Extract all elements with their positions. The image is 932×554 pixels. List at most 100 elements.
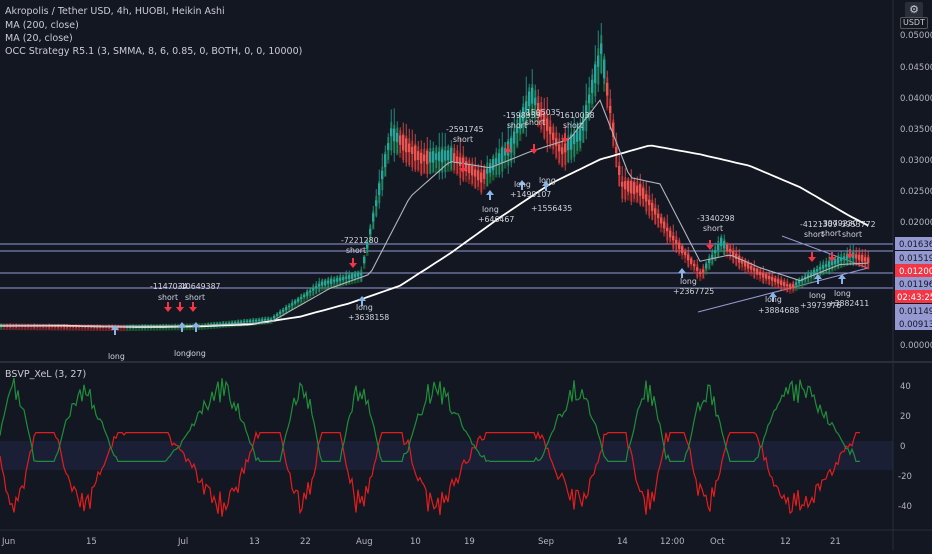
countdown-tag-bg (895, 290, 932, 303)
trade-label: +646467 (478, 215, 514, 224)
heikin-ashi-candle (495, 158, 498, 165)
price-tag-text: 0.01196 (899, 280, 932, 290)
heikin-ashi-candle (369, 228, 372, 235)
legend-ma20[interactable]: MA (20, close) (5, 33, 73, 44)
heikin-ashi-candle (660, 217, 663, 224)
trade-label: long (680, 277, 697, 286)
trade-markers (111, 133, 854, 335)
heikin-ashi-candle (771, 276, 774, 281)
heikin-ashi-candle (531, 87, 534, 104)
short-entry-arrow (504, 144, 512, 154)
heikin-ashi-candle (381, 170, 384, 180)
trade-label: long (356, 303, 373, 312)
heikin-ashi-candle (591, 79, 594, 93)
heikin-ashi-candle (813, 269, 816, 275)
gear-icon[interactable]: ⚙ (905, 2, 923, 18)
heikin-ashi-candle (798, 280, 801, 284)
heikin-ashi-candle (624, 181, 627, 190)
price-tick: 0.03500 (900, 125, 932, 135)
heikin-ashi-candle (402, 135, 405, 151)
heikin-ashi-candle (414, 145, 417, 161)
legend-occ-strategy[interactable]: OCC Strategy R5.1 (3, SMMA, 8, 6, 0.85, … (5, 46, 303, 57)
short-entry-arrow (828, 252, 836, 262)
long-entry-arrow (518, 180, 526, 190)
heikin-ashi-candle (678, 242, 681, 249)
heikin-ashi-candle (261, 319, 264, 321)
trade-label: short (563, 121, 583, 130)
trade-label: long (834, 289, 851, 298)
trade-label: long (482, 205, 499, 214)
time-tick: Jul (177, 537, 188, 547)
heikin-ashi-candle (510, 138, 513, 153)
quote-currency-label[interactable]: USDT (900, 17, 928, 29)
heikin-ashi-candle (765, 273, 768, 279)
trade-label: +2367725 (673, 287, 714, 296)
trade-label: -7221280 (341, 236, 379, 245)
legend-ma200[interactable]: MA (200, close) (5, 20, 79, 31)
osc-tick: -40 (898, 502, 912, 512)
heikin-ashi-candle (705, 263, 708, 269)
heikin-ashi-candle (228, 322, 231, 324)
heikin-ashi-candle (315, 286, 318, 289)
heikin-ashi-candle (588, 94, 591, 104)
price-axis[interactable]: 0.05000 0.04500 0.04000 0.03500 0.03000 … (900, 31, 932, 351)
heikin-ashi-candle (786, 284, 789, 287)
heikin-ashi-candle (831, 260, 834, 266)
long-entry-arrow (678, 268, 686, 278)
time-tick: 12 (780, 537, 791, 547)
heikin-ashi-candle (513, 131, 516, 144)
heikin-ashi-candle (330, 279, 333, 284)
time-tick: 12:00 (660, 537, 685, 547)
heikin-ashi-candle (312, 288, 315, 291)
heikin-ashi-candle (396, 133, 399, 143)
heikin-ashi-candle (471, 166, 474, 176)
heikin-ashi-candle (363, 256, 366, 264)
heikin-ashi-candle (627, 180, 630, 192)
long-entry-arrow (111, 325, 119, 335)
heikin-ashi-candle (585, 105, 588, 118)
heikin-ashi-candle (345, 276, 348, 279)
short-entry-arrow (561, 133, 569, 143)
trade-label: +3638158 (348, 313, 389, 322)
heikin-ashi-candle (486, 168, 489, 174)
trade-label: -1610038 (557, 111, 595, 120)
trade-label: -4121309 (800, 220, 838, 229)
trade-labels: long-1147034short-10649387shortlonglong-… (108, 108, 876, 361)
heikin-ashi-candle (225, 323, 228, 325)
heikin-ashi-candle (846, 253, 849, 260)
time-axis[interactable]: Jun 15 Jul 13 22 Aug 10 19 Sep 14 12:00 … (1, 537, 841, 547)
heikin-ashi-candle (354, 273, 357, 278)
legend-bsvp[interactable]: BSVP_XeL (3, 27) (5, 369, 87, 380)
price-tick: 0.02500 (900, 187, 932, 197)
trade-label: short (804, 230, 824, 239)
heikin-ashi-candle (405, 138, 408, 153)
trade-label: short (185, 293, 205, 302)
price-tag-bg (895, 317, 932, 330)
heikin-ashi-candle (762, 272, 765, 278)
oscillator-axis[interactable]: 40 20 0 -20 -40 (898, 382, 912, 512)
heikin-ashi-candle (657, 213, 660, 219)
chart-title[interactable]: Akropolis / Tether USD, 4h, HUOBI, Heiki… (5, 6, 225, 17)
price-tag-text: 0.01519 (899, 254, 932, 264)
heikin-ashi-candle (285, 307, 288, 310)
heikin-ashi-candle (537, 102, 540, 112)
heikin-ashi-candle (231, 322, 234, 324)
time-tick: Oct (710, 537, 725, 547)
heikin-ashi-candle (360, 272, 363, 276)
heikin-ashi-candle (717, 243, 720, 250)
oscillator-zero-band (0, 441, 893, 470)
price-tag-bg (895, 264, 932, 277)
heikin-ashi-candle (342, 276, 345, 281)
heikin-ashi-candle (669, 230, 672, 238)
trade-label: long (539, 176, 556, 185)
trade-label: long (174, 349, 191, 358)
heikin-ashi-candle (252, 320, 255, 322)
trade-label: +3884688 (758, 306, 799, 315)
heikin-ashi-candle (468, 163, 471, 174)
heikin-ashi-candle (333, 279, 336, 282)
trade-label: long (108, 352, 125, 361)
heikin-ashi-candle (810, 272, 813, 276)
